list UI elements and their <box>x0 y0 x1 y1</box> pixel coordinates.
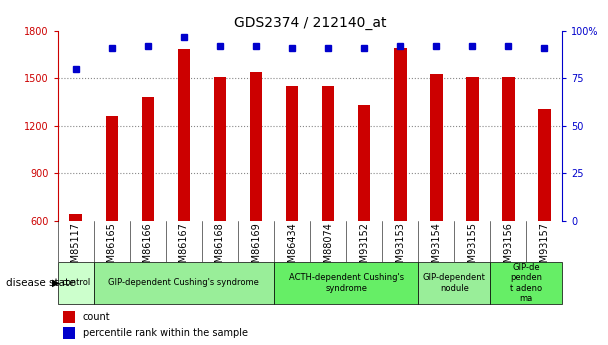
Text: GSM85117: GSM85117 <box>71 222 81 275</box>
Bar <box>63 310 75 323</box>
Text: GIP-de
penden
t adeno
ma: GIP-de penden t adeno ma <box>510 263 542 303</box>
Bar <box>286 86 299 221</box>
Bar <box>213 77 226 221</box>
Text: GIP-dependent
nodule: GIP-dependent nodule <box>423 273 486 293</box>
Bar <box>69 214 82 221</box>
Bar <box>106 116 118 221</box>
Bar <box>142 97 154 221</box>
Bar <box>250 72 262 221</box>
Text: percentile rank within the sample: percentile rank within the sample <box>83 328 247 337</box>
Bar <box>178 49 190 221</box>
Bar <box>418 262 490 304</box>
Text: GSM86166: GSM86166 <box>143 222 153 275</box>
Bar <box>538 109 551 221</box>
Text: count: count <box>83 312 111 322</box>
Text: GSM86165: GSM86165 <box>107 222 117 275</box>
Text: control: control <box>61 278 91 287</box>
Bar <box>358 105 370 221</box>
Bar <box>94 262 274 304</box>
Text: GSM88074: GSM88074 <box>323 222 333 275</box>
Text: GSM86434: GSM86434 <box>287 222 297 275</box>
Text: GSM93157: GSM93157 <box>539 222 550 275</box>
Bar <box>490 262 562 304</box>
Text: ACTH-dependent Cushing's
syndrome: ACTH-dependent Cushing's syndrome <box>289 273 404 293</box>
Text: GSM93153: GSM93153 <box>395 222 405 275</box>
Text: GSM93152: GSM93152 <box>359 222 369 275</box>
Bar <box>322 86 334 221</box>
Text: GIP-dependent Cushing's syndrome: GIP-dependent Cushing's syndrome <box>108 278 260 287</box>
Bar <box>430 74 443 221</box>
Bar <box>466 77 478 221</box>
Text: GSM93156: GSM93156 <box>503 222 513 275</box>
Bar <box>502 77 514 221</box>
Bar <box>63 327 75 339</box>
Title: GDS2374 / 212140_at: GDS2374 / 212140_at <box>234 16 386 30</box>
Bar <box>394 48 407 221</box>
Text: GSM86168: GSM86168 <box>215 222 225 275</box>
Text: GSM93154: GSM93154 <box>431 222 441 275</box>
Text: GSM86169: GSM86169 <box>251 222 261 275</box>
Bar <box>274 262 418 304</box>
Text: GSM93155: GSM93155 <box>468 222 477 275</box>
Text: GSM86167: GSM86167 <box>179 222 189 275</box>
Text: ▶: ▶ <box>52 278 60 288</box>
Bar <box>58 262 94 304</box>
Text: disease state: disease state <box>6 278 75 288</box>
